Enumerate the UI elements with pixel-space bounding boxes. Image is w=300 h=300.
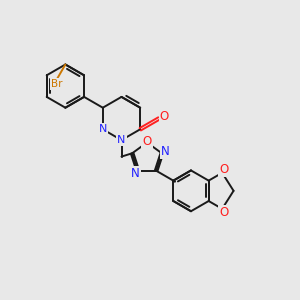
Text: O: O [219, 206, 228, 219]
Text: N: N [161, 145, 170, 158]
Text: O: O [160, 110, 169, 124]
Text: N: N [99, 124, 107, 134]
Text: O: O [219, 163, 228, 176]
Text: N: N [117, 135, 126, 145]
Text: O: O [142, 135, 152, 148]
Text: Br: Br [51, 79, 62, 89]
Text: N: N [131, 167, 140, 180]
